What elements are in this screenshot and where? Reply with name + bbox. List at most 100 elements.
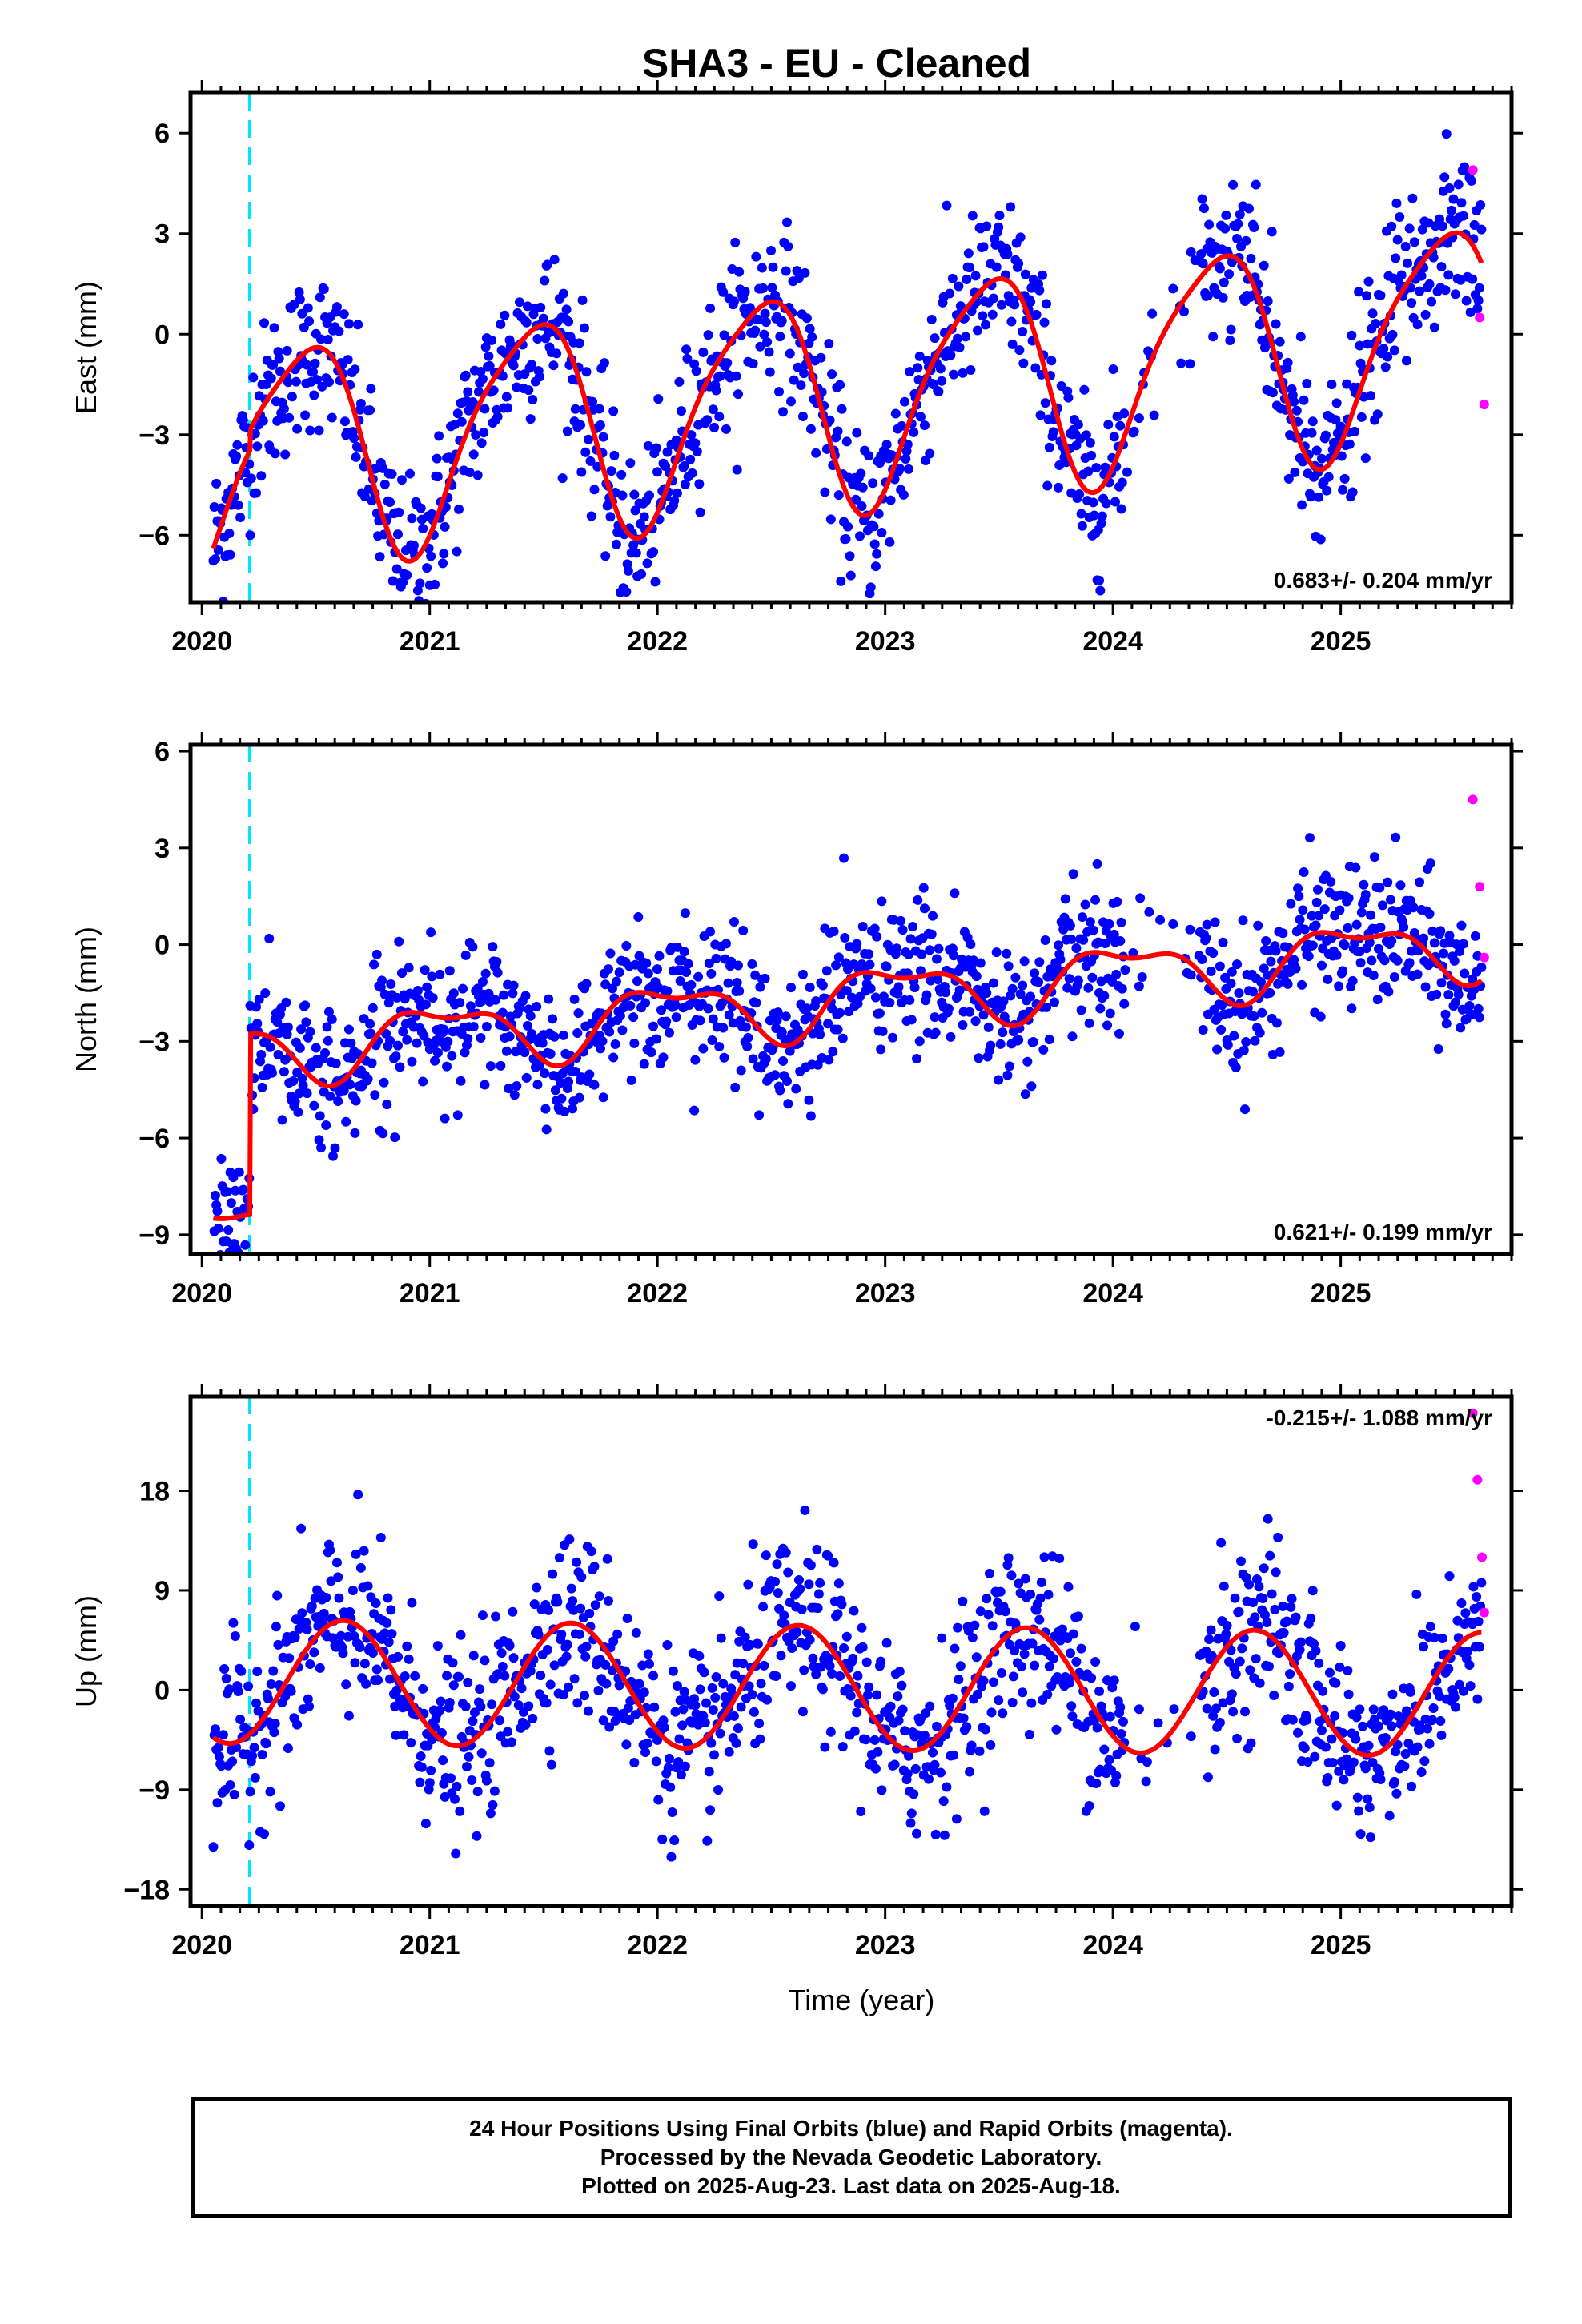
final-orbit-point <box>919 903 930 914</box>
rapid-orbit-point <box>1475 882 1485 892</box>
final-orbit-point <box>630 959 640 970</box>
final-orbit-point <box>1078 935 1089 945</box>
final-orbit-point <box>252 1019 263 1029</box>
y-tick-label: 6 <box>155 119 170 149</box>
final-orbit-point <box>282 1029 292 1039</box>
final-orbit-point <box>617 1025 628 1035</box>
final-orbit-point <box>391 1730 401 1740</box>
final-orbit-point <box>1289 396 1299 407</box>
final-orbit-point <box>589 1562 600 1572</box>
final-orbit-point <box>1073 420 1083 430</box>
final-orbit-point <box>1316 453 1327 464</box>
final-orbit-point <box>415 1777 425 1787</box>
final-orbit-point <box>1466 175 1476 186</box>
final-orbit-point <box>1076 1643 1086 1654</box>
final-orbit-point <box>476 1032 486 1043</box>
final-orbit-point <box>837 1033 848 1043</box>
final-orbit-point <box>610 1039 620 1049</box>
final-orbit-point <box>1044 442 1054 452</box>
final-orbit-point <box>476 367 486 377</box>
final-orbit-point <box>913 1730 923 1740</box>
final-orbit-point <box>438 558 448 569</box>
final-orbit-point <box>774 1603 785 1614</box>
final-orbit-point <box>1085 917 1095 927</box>
final-orbit-point <box>811 448 821 458</box>
final-orbit-point <box>604 1722 615 1732</box>
final-orbit-point <box>1343 893 1354 903</box>
final-orbit-point <box>265 1042 275 1052</box>
final-orbit-point <box>599 358 609 368</box>
final-orbit-point <box>379 479 390 489</box>
final-orbit-point <box>954 281 964 292</box>
final-orbit-point <box>382 1618 392 1628</box>
final-orbit-point <box>254 994 264 1004</box>
final-orbit-point <box>1212 1044 1223 1055</box>
final-orbit-point <box>292 1719 303 1730</box>
final-orbit-point <box>230 1185 240 1196</box>
final-orbit-point <box>300 1000 311 1011</box>
final-orbit-point <box>452 408 463 419</box>
final-orbit-point <box>1456 198 1467 208</box>
final-orbit-point <box>732 464 742 475</box>
final-orbit-point <box>321 1120 331 1130</box>
final-orbit-point <box>1006 1570 1017 1581</box>
final-orbit-point <box>800 1505 810 1515</box>
final-orbit-point <box>303 1694 313 1704</box>
final-orbit-point <box>1468 974 1478 984</box>
y-tick-label: −6 <box>139 521 170 551</box>
final-orbit-point <box>424 1778 435 1788</box>
final-orbit-point <box>359 492 370 502</box>
final-orbit-point <box>1424 279 1435 289</box>
final-orbit-point <box>825 415 835 425</box>
final-orbit-point <box>947 1693 958 1703</box>
final-orbit-point <box>666 1852 677 1862</box>
final-orbit-point <box>768 262 778 272</box>
final-orbit-point <box>836 576 846 586</box>
final-orbit-point <box>279 1067 289 1077</box>
final-orbit-point <box>893 982 904 992</box>
final-orbit-point <box>857 1642 868 1652</box>
final-orbit-point <box>345 1080 355 1090</box>
final-orbit-point <box>1234 1606 1244 1617</box>
final-orbit-point <box>1439 172 1450 183</box>
final-orbit-point <box>1091 1778 1102 1788</box>
final-orbit-point <box>1134 981 1144 991</box>
final-orbit-point <box>1411 1589 1422 1599</box>
final-orbit-point <box>1068 1629 1078 1639</box>
final-orbit-point <box>931 1721 942 1731</box>
final-orbit-point <box>319 1608 329 1618</box>
final-orbit-point <box>1306 1614 1316 1624</box>
final-orbit-point <box>658 1052 669 1063</box>
final-orbit-point <box>897 925 908 935</box>
final-orbit-point <box>564 316 574 327</box>
final-orbit-point <box>1053 940 1063 951</box>
final-orbit-point <box>756 1679 766 1689</box>
final-orbit-point <box>1311 1646 1321 1656</box>
final-orbit-point <box>1076 509 1086 519</box>
final-orbit-point <box>679 1687 689 1697</box>
final-orbit-point <box>311 1043 321 1053</box>
final-orbit-point <box>730 1670 741 1680</box>
final-orbit-point <box>670 1000 681 1011</box>
y-axis-title: Up (mm) <box>70 1595 102 1707</box>
final-orbit-point <box>303 303 313 313</box>
final-orbit-point <box>1412 320 1423 330</box>
final-orbit-point <box>970 271 981 281</box>
final-orbit-point <box>499 990 509 1000</box>
y-tick-label: −3 <box>139 420 170 451</box>
final-orbit-point <box>751 251 761 262</box>
final-orbit-point <box>870 1763 881 1774</box>
final-orbit-point <box>468 449 479 460</box>
final-orbit-point <box>995 1586 1006 1597</box>
final-orbit-point <box>277 1115 287 1125</box>
final-orbit-point <box>503 403 513 413</box>
final-orbit-point <box>734 267 745 277</box>
final-orbit-point <box>430 1055 440 1066</box>
final-orbit-point <box>954 342 965 352</box>
final-orbit-point <box>347 1586 358 1596</box>
final-orbit-point <box>643 1649 653 1659</box>
final-orbit-point <box>753 1638 763 1649</box>
final-orbit-point <box>897 1680 907 1691</box>
final-orbit-point <box>581 1641 592 1651</box>
final-orbit-point <box>651 1756 661 1767</box>
